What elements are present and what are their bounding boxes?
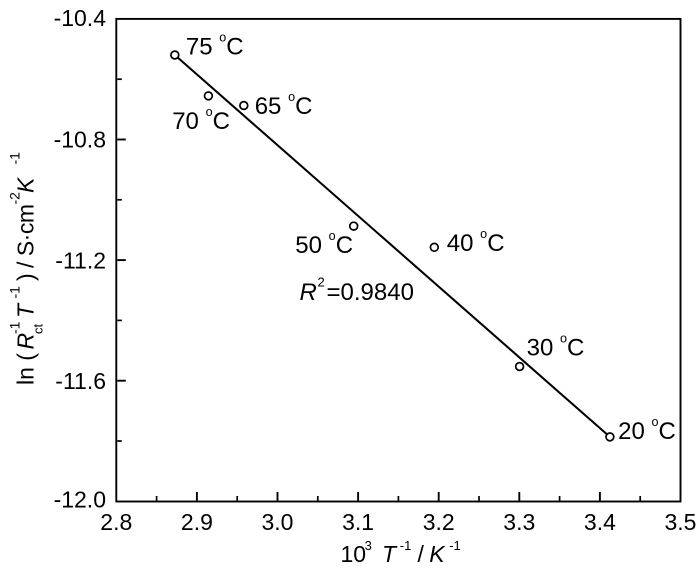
svg-text:3.1: 3.1 [342,509,374,535]
svg-text:-10.4: -10.4 [54,5,107,31]
svg-text:20 oC: 20 oC [618,415,676,445]
svg-text:-2: -2 [7,192,23,205]
svg-text:ct: ct [31,324,46,335]
svg-text:=0.9840: =0.9840 [327,279,414,306]
svg-text:) / S·cm: ) / S·cm [13,205,39,282]
svg-text:3.0: 3.0 [262,509,294,535]
svg-text:65 oC: 65 oC [255,90,313,120]
svg-text:75 oC: 75 oC [186,31,244,61]
svg-text:R: R [13,333,39,350]
svg-text:ln (: ln ( [13,353,39,385]
svg-text:R: R [300,279,317,306]
svg-text:-1: -1 [7,152,23,165]
svg-text:-12.0: -12.0 [54,487,106,513]
svg-text:-1: -1 [400,538,412,553]
svg-text:/: / [418,541,425,567]
svg-text:2: 2 [318,275,325,290]
svg-text:2.9: 2.9 [181,509,213,535]
svg-text:K: K [13,176,39,193]
svg-text:-1: -1 [7,321,23,334]
svg-text:3.2: 3.2 [423,509,455,535]
svg-text:-1: -1 [7,286,23,299]
svg-text:3: 3 [365,538,372,553]
svg-text:10: 10 [341,541,367,567]
svg-text:3.4: 3.4 [584,509,616,535]
svg-text:-11.6: -11.6 [55,368,106,394]
svg-text:K: K [429,541,446,567]
svg-text:30 oC: 30 oC [527,332,585,362]
svg-text:-10.8: -10.8 [54,127,106,153]
svg-text:-11.2: -11.2 [55,247,106,273]
svg-text:2.8: 2.8 [100,509,132,535]
svg-text:40 oC: 40 oC [447,227,505,257]
svg-text:3.5: 3.5 [665,509,697,535]
svg-text:-1: -1 [449,538,461,553]
svg-text:50 oC: 50 oC [295,229,353,259]
svg-text:70 oC: 70 oC [172,105,230,135]
svg-text:T: T [13,302,39,318]
svg-text:T: T [382,541,398,567]
svg-text:3.3: 3.3 [503,509,535,535]
